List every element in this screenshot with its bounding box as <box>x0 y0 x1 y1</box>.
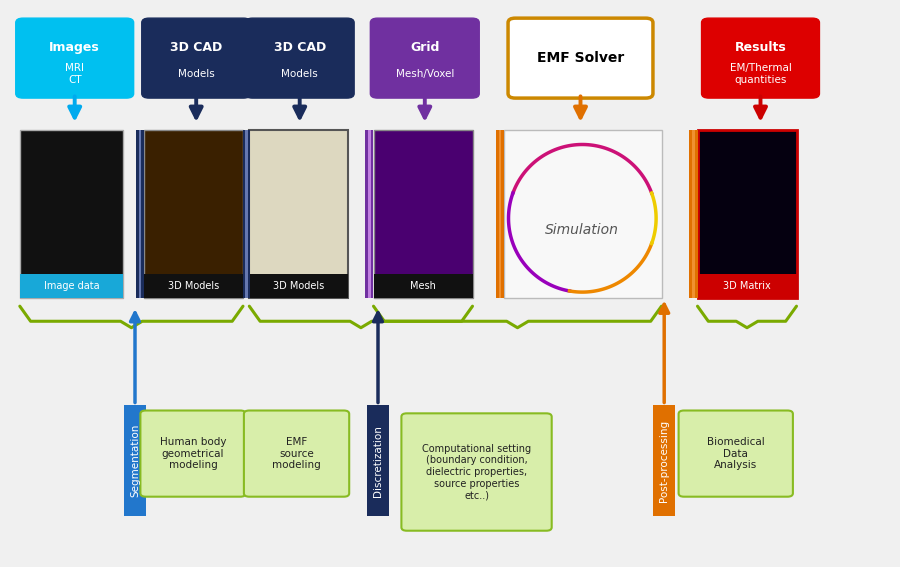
Text: Models: Models <box>282 69 318 79</box>
Bar <box>124 405 146 516</box>
Bar <box>246 130 248 298</box>
Text: Mesh: Mesh <box>410 281 436 291</box>
Bar <box>368 130 371 298</box>
FancyBboxPatch shape <box>508 18 653 98</box>
Bar <box>504 130 662 298</box>
Bar <box>144 130 243 298</box>
Bar <box>496 130 499 298</box>
Bar <box>501 130 504 298</box>
Text: Simulation: Simulation <box>545 223 619 236</box>
Bar <box>698 274 796 298</box>
Bar <box>689 130 692 298</box>
Bar <box>20 274 123 298</box>
Bar <box>248 130 250 298</box>
FancyBboxPatch shape <box>16 18 133 98</box>
Bar <box>20 130 123 298</box>
FancyBboxPatch shape <box>245 18 355 98</box>
Text: Human body
geometrical
modeling: Human body geometrical modeling <box>160 437 226 470</box>
Bar <box>141 130 144 298</box>
Bar <box>695 130 698 298</box>
Bar <box>243 130 246 298</box>
Text: Post-processing: Post-processing <box>659 420 670 502</box>
Bar <box>698 130 796 298</box>
Bar <box>139 130 141 298</box>
Bar <box>365 130 368 298</box>
FancyBboxPatch shape <box>140 411 246 497</box>
Text: 3D CAD: 3D CAD <box>170 41 222 54</box>
Text: Mesh/Voxel: Mesh/Voxel <box>396 69 454 79</box>
Text: 3D Models: 3D Models <box>168 281 219 291</box>
FancyBboxPatch shape <box>371 18 479 98</box>
Text: Images: Images <box>50 41 100 54</box>
Text: Models: Models <box>178 69 214 79</box>
Text: Grid: Grid <box>410 41 439 54</box>
FancyBboxPatch shape <box>401 413 552 531</box>
Bar <box>367 405 389 516</box>
Text: Segmentation: Segmentation <box>130 424 140 497</box>
Bar <box>249 274 348 298</box>
Bar <box>374 274 473 298</box>
Text: EMF Solver: EMF Solver <box>537 51 624 65</box>
Bar <box>144 274 243 298</box>
FancyBboxPatch shape <box>142 18 250 98</box>
FancyBboxPatch shape <box>244 411 349 497</box>
FancyBboxPatch shape <box>702 18 819 98</box>
Text: MRI
CT: MRI CT <box>65 63 85 84</box>
Text: 3D CAD: 3D CAD <box>274 41 326 54</box>
Text: 3D Models: 3D Models <box>274 281 324 291</box>
Text: EM/Thermal
quantities: EM/Thermal quantities <box>730 63 791 84</box>
Bar <box>249 130 348 298</box>
Text: EMF
source
modeling: EMF source modeling <box>272 437 321 470</box>
Text: Results: Results <box>734 41 787 54</box>
Text: Discretization: Discretization <box>373 425 383 497</box>
Text: 3D Matrix: 3D Matrix <box>723 281 771 291</box>
Text: Biomedical
Data
Analysis: Biomedical Data Analysis <box>706 437 765 470</box>
Text: Image data: Image data <box>44 281 99 291</box>
Text: Computational setting
(boundary condition,
dielectric properties,
source propert: Computational setting (boundary conditio… <box>422 444 531 500</box>
Bar <box>653 405 675 516</box>
FancyBboxPatch shape <box>679 411 793 497</box>
Bar <box>692 130 695 298</box>
Bar <box>374 130 473 298</box>
Bar <box>136 130 139 298</box>
Bar <box>371 130 373 298</box>
Bar <box>499 130 501 298</box>
